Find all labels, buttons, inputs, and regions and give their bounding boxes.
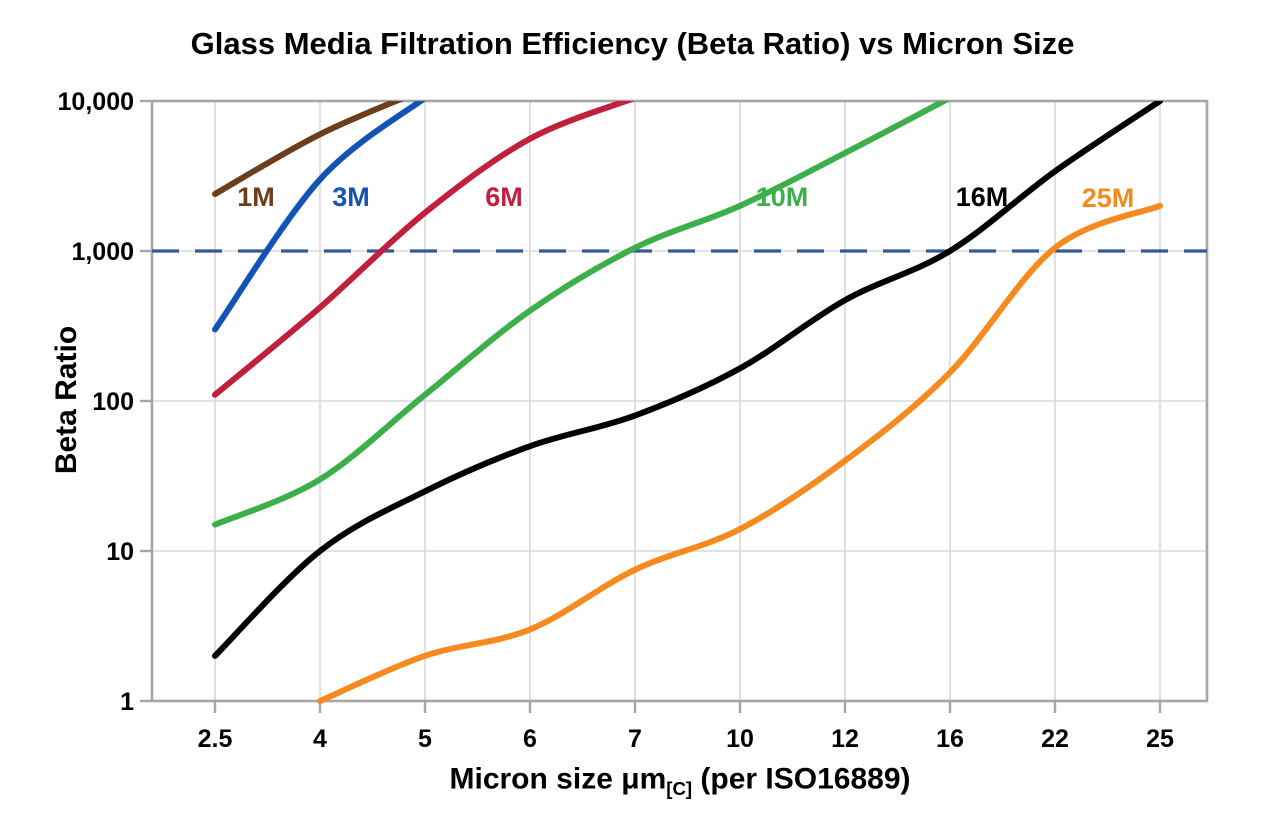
- series-label-10M: 10M: [756, 182, 809, 212]
- series-label-16M: 16M: [956, 182, 1009, 212]
- series-line-3M: [212, 101, 426, 333]
- series-label-25M: 25M: [1082, 183, 1135, 213]
- x-tick-label-22: 22: [1041, 725, 1069, 753]
- x-tick-label-2.5: 2.5: [198, 725, 233, 753]
- x-axis-title-suffix: (per ISO16889): [692, 762, 911, 796]
- x-axis-title: Micron size μm[C] (per ISO16889): [450, 762, 911, 800]
- series-line-6M: [212, 101, 636, 398]
- series-labels: 1M 3M 6M 10M 16M 25M: [237, 182, 1134, 213]
- y-tick-label-1: 1: [120, 688, 134, 716]
- x-axis-title-subscript: [C]: [666, 777, 693, 799]
- x-tick-label-4: 4: [313, 725, 327, 753]
- axis-ticks: 2.5 4 5 6 7 10 12 16 22 25 10,000 1,000 100 10 1: [58, 88, 1174, 753]
- y-tick-label-100: 100: [92, 388, 134, 416]
- x-tick-label-7: 7: [628, 725, 642, 753]
- y-tick-label-1000: 1,000: [71, 238, 134, 266]
- x-axis-title-text: Micron size μm: [449, 762, 667, 796]
- series-label-6M: 6M: [485, 182, 523, 212]
- series-curves: [212, 101, 1163, 704]
- x-tick-label-16: 16: [936, 725, 964, 753]
- chart-title: Glass Media Filtration Efficiency (Beta …: [190, 26, 1075, 61]
- series-line-25M: [317, 202, 1163, 704]
- x-tick-label-5: 5: [418, 725, 432, 753]
- x-tick-label-10: 10: [726, 725, 754, 753]
- series-label-1M: 1M: [237, 182, 275, 212]
- series-line-16M: [212, 101, 1163, 659]
- y-tick-label-10: 10: [106, 538, 134, 566]
- x-tick-label-25: 25: [1146, 725, 1174, 753]
- y-tick-label-10000: 10,000: [58, 88, 134, 116]
- x-tick-label-6: 6: [523, 725, 537, 753]
- series-line-10M: [212, 101, 951, 528]
- x-tick-label-12: 12: [831, 725, 859, 753]
- series-label-3M: 3M: [332, 182, 370, 212]
- series-line-1M: [212, 101, 405, 197]
